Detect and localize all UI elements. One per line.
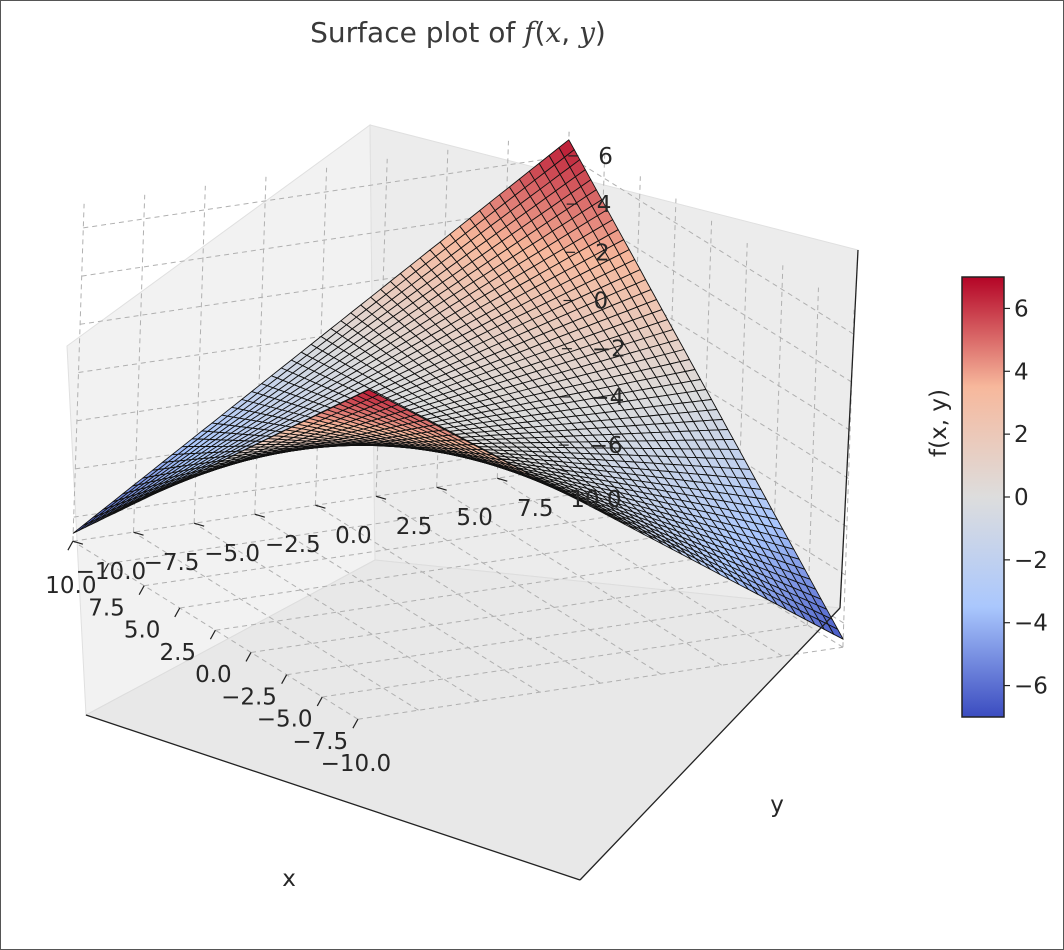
chart-title: Surface plot of f(x, y) <box>310 16 606 49</box>
z-axis-tick-label: 4 <box>597 192 612 218</box>
floor-grid-y <box>254 513 541 693</box>
colorbar-gradient <box>961 276 1005 718</box>
z-axis-tick-label: −2 <box>592 337 626 363</box>
x-axis-tick <box>103 563 110 573</box>
surface-face <box>362 389 379 398</box>
x-axis-tick <box>138 585 145 595</box>
y-axis-tick-label: −7.5 <box>144 550 200 576</box>
x-axis-tick-label: −7.5 <box>292 729 348 755</box>
floor-grid-y <box>375 495 662 675</box>
y-axis-tick-label: −10.0 <box>76 559 146 585</box>
x-axis-tick <box>352 718 359 729</box>
y-axis-tick <box>557 468 569 473</box>
z-axis-tick-label: 0 <box>594 289 609 315</box>
y-axis-tick-label: −2.5 <box>265 532 321 558</box>
side-grid-z <box>83 155 569 229</box>
y-axis-tick <box>133 531 144 536</box>
x-axis-tick <box>281 674 288 684</box>
floor-grid-y <box>133 531 419 711</box>
colorbar-tick-label: 4 <box>1014 359 1029 385</box>
colorbar-tick-label: 2 <box>1014 422 1029 448</box>
x-axis-tick-label: −10.0 <box>321 751 391 777</box>
colorbar-tick-label: −6 <box>1014 674 1048 700</box>
colorbar-tick-label: 0 <box>1014 485 1029 511</box>
side-grid-y <box>133 194 146 533</box>
z-axis-tick-label: −6 <box>589 433 623 459</box>
y-axis-tick-label: 2.5 <box>396 514 433 540</box>
y-axis-line <box>579 607 841 881</box>
colorbar-label: f(x, y) <box>926 389 952 457</box>
side-grid-y <box>72 203 85 542</box>
y-axis-tick-label: 5.0 <box>456 505 493 531</box>
colorbar: −6 −4 −2 0 2 4 6 f(x, y) <box>926 276 1048 718</box>
x-axis-tick-label: 7.5 <box>88 595 125 621</box>
floor-grid-x <box>108 490 594 564</box>
x-axis-ticks: −10.0−7.5−5.0−2.50.02.55.07.510.0 <box>45 540 391 777</box>
y-axis-tick <box>375 495 387 500</box>
y-axis-tick-label: 0.0 <box>335 523 372 549</box>
z-axis-ticks: −6 −4 −2 0 2 4 6 <box>558 144 626 459</box>
side-grid-y <box>314 167 328 506</box>
z-axis-tick-label: 6 <box>598 144 613 170</box>
x-axis-tick-label: −5.0 <box>257 707 313 733</box>
floor-grid-y <box>315 504 601 684</box>
y-axis-tick-label: −5.0 <box>204 541 260 567</box>
z-axis-line <box>839 249 859 609</box>
x-axis-tick-label: 2.5 <box>159 640 196 666</box>
y-axis-tick-label: 10.0 <box>570 487 621 513</box>
x-axis-tick <box>174 607 181 618</box>
y-axis-tick <box>193 522 205 527</box>
back-grid-x <box>806 287 819 625</box>
floor-grid-y <box>436 486 722 666</box>
x-axis-line <box>85 714 581 881</box>
floor-grid-y <box>193 522 480 702</box>
floor-grid-x <box>215 557 701 631</box>
floor-grid-x <box>322 624 808 698</box>
floor-grid-y <box>72 540 359 720</box>
y-axis-ticks: −10.0−7.5 −5.0 −2.5 0.0 2.5 5.0 7.5 10.0 <box>72 468 622 585</box>
x-axis-label: x <box>282 866 296 892</box>
y-axis-tick <box>254 513 265 518</box>
x-axis-tick <box>209 629 216 640</box>
y-axis-tick-label: 7.5 <box>517 496 554 522</box>
y-axis-tick <box>72 540 84 545</box>
x-axis-tick <box>316 696 323 707</box>
x-axis-tick-label: 5.0 <box>124 618 161 644</box>
y-axis-tick <box>315 504 326 509</box>
surface-mesh <box>72 139 844 640</box>
colorbar-ticks: −6 −4 −2 0 2 4 6 <box>1004 296 1048 700</box>
z-axis-tick-label: −4 <box>590 385 624 411</box>
colorbar-tick-label: 6 <box>1014 296 1029 322</box>
x-axis-tick-label: 0.0 <box>195 662 232 688</box>
x-axis-tick <box>67 540 74 551</box>
axis-lines <box>85 249 859 881</box>
x-axis-tick-label: 10.0 <box>45 573 96 599</box>
colorbar-tick-label: −4 <box>1014 611 1048 637</box>
back-grid-z <box>568 155 854 335</box>
x-axis-tick-label: −2.5 <box>221 684 277 710</box>
z-axis-tick-label: 2 <box>595 240 610 266</box>
x-axis-tick <box>245 652 252 662</box>
y-axis-tick <box>497 477 508 482</box>
y-axis-tick <box>436 486 447 491</box>
y-axis-label: y <box>770 792 784 818</box>
floor-grid-y <box>497 477 783 657</box>
colorbar-tick-label: −2 <box>1014 548 1048 574</box>
